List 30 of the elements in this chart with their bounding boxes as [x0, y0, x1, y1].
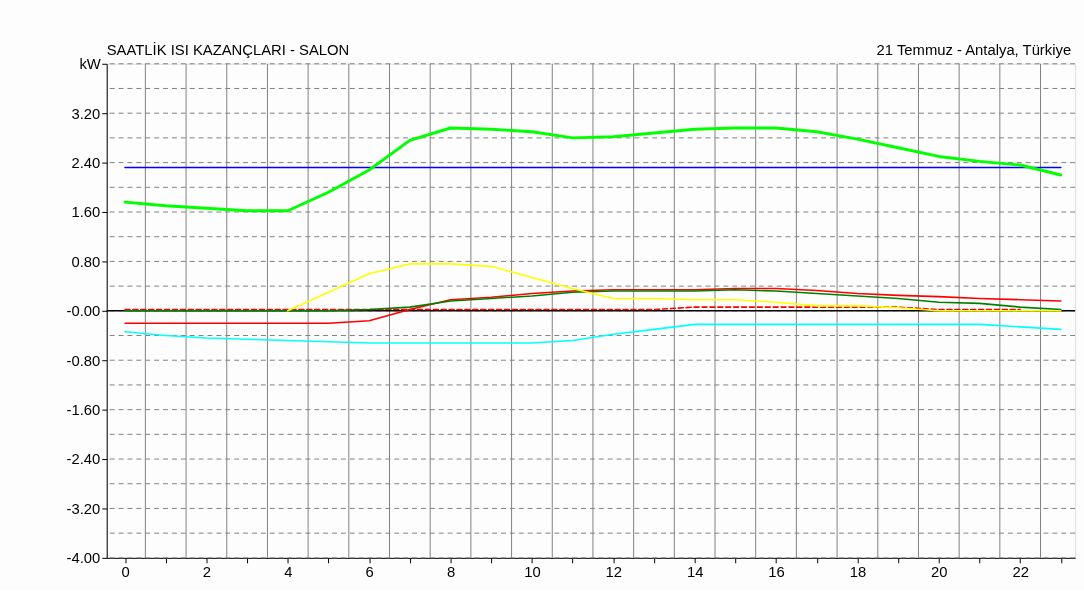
x-tick-label: 6: [365, 564, 374, 581]
y-tick-label: 3.20: [71, 105, 101, 122]
x-tick-label: 22: [1012, 564, 1029, 581]
line-series: [123, 126, 1063, 213]
y-tick-label: 0.80: [71, 253, 101, 270]
x-tick-label: 12: [605, 564, 623, 581]
y-tick-label: 1.60: [71, 204, 101, 221]
line-series: [124, 287, 1062, 324]
y-axis-title: kW: [79, 55, 101, 72]
y-tick-label: -0.80: [66, 352, 101, 369]
line-series: [286, 263, 1062, 312]
line-series: [124, 323, 1062, 344]
chart-subtitle: 21 Temmuz - Antalya, Türkiye: [876, 41, 1072, 58]
x-tick-label: 16: [768, 564, 785, 581]
y-tick-label: -3.20: [66, 500, 101, 517]
y-tick-label: -4.00: [66, 550, 101, 567]
line-series: [124, 289, 1062, 312]
x-tick-label: 4: [284, 564, 293, 581]
x-tick-label: 14: [686, 564, 704, 581]
y-tick-label: -0.00: [66, 303, 101, 320]
x-tick-label: 18: [849, 564, 867, 581]
y-tick-label: -2.40: [66, 451, 101, 468]
y-tick-label: 2.40: [71, 155, 101, 172]
x-tick-label: 8: [446, 564, 456, 581]
x-tick-label: 2: [202, 564, 212, 581]
x-tick-label: 0: [121, 564, 130, 581]
chart-title: SAATLİK ISI KAZANÇLARI - SALON: [106, 40, 350, 58]
y-tick-label: -1.60: [66, 402, 101, 419]
x-tick-label: 10: [524, 564, 541, 581]
x-tick-label: 20: [931, 564, 948, 581]
